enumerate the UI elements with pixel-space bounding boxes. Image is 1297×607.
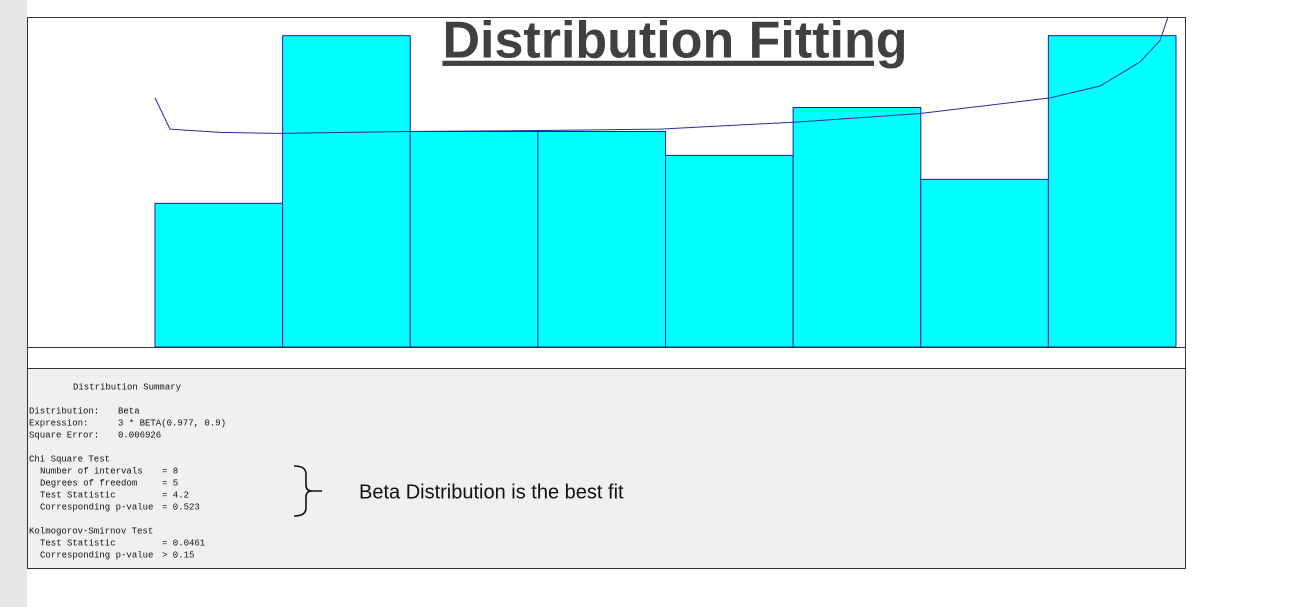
- test-label: Corresponding p-value: [40, 502, 153, 512]
- fit-curve: [154, 18, 1169, 134]
- chart-title: Distribution Fitting: [442, 12, 907, 70]
- summary-label: Square Error:: [29, 430, 99, 440]
- separator: [27, 347, 1186, 369]
- test-label: Degrees of freedom: [40, 478, 137, 488]
- bar: [537, 130, 666, 347]
- test-value: > 0.15: [162, 550, 194, 560]
- test-label: Corresponding p-value: [40, 550, 153, 560]
- summary-text: Distribution Summary Distribution: Beta Exp…: [29, 382, 226, 560]
- bar: [282, 35, 411, 347]
- summary-label: Distribution:: [29, 406, 99, 416]
- section-title: Kolmogorov-Smirnov Test: [29, 526, 153, 536]
- test-label: Number of intervals: [40, 466, 143, 476]
- plot-area: [154, 18, 1177, 347]
- summary-value: 3 * BETA(0.977, 0.9): [118, 418, 226, 428]
- summary-value: Beta: [118, 406, 140, 416]
- test-value: = 0.0461: [162, 538, 205, 548]
- bar: [920, 178, 1049, 347]
- bar: [792, 107, 922, 347]
- test-label: Test Statistic: [40, 490, 116, 500]
- summary-value: 0.006926: [118, 430, 161, 440]
- annotation: Beta Distribution is the best fit: [359, 481, 624, 503]
- bar: [154, 202, 284, 347]
- section-title: Chi Square Test: [29, 454, 110, 464]
- summary-panel: [27, 368, 1186, 569]
- test-value: = 0.523: [162, 502, 200, 512]
- test-label: Test Statistic: [40, 538, 116, 548]
- side-strip: [0, 0, 27, 607]
- bar: [1047, 35, 1177, 347]
- test-value: = 4.2: [162, 490, 189, 500]
- summary-label: Expression:: [29, 418, 88, 428]
- bar: [409, 130, 539, 347]
- summary-title: Distribution Summary: [73, 382, 182, 392]
- bar: [665, 154, 794, 347]
- test-value: = 8: [162, 466, 178, 476]
- brace: [293, 465, 322, 517]
- test-value: = 5: [162, 478, 178, 488]
